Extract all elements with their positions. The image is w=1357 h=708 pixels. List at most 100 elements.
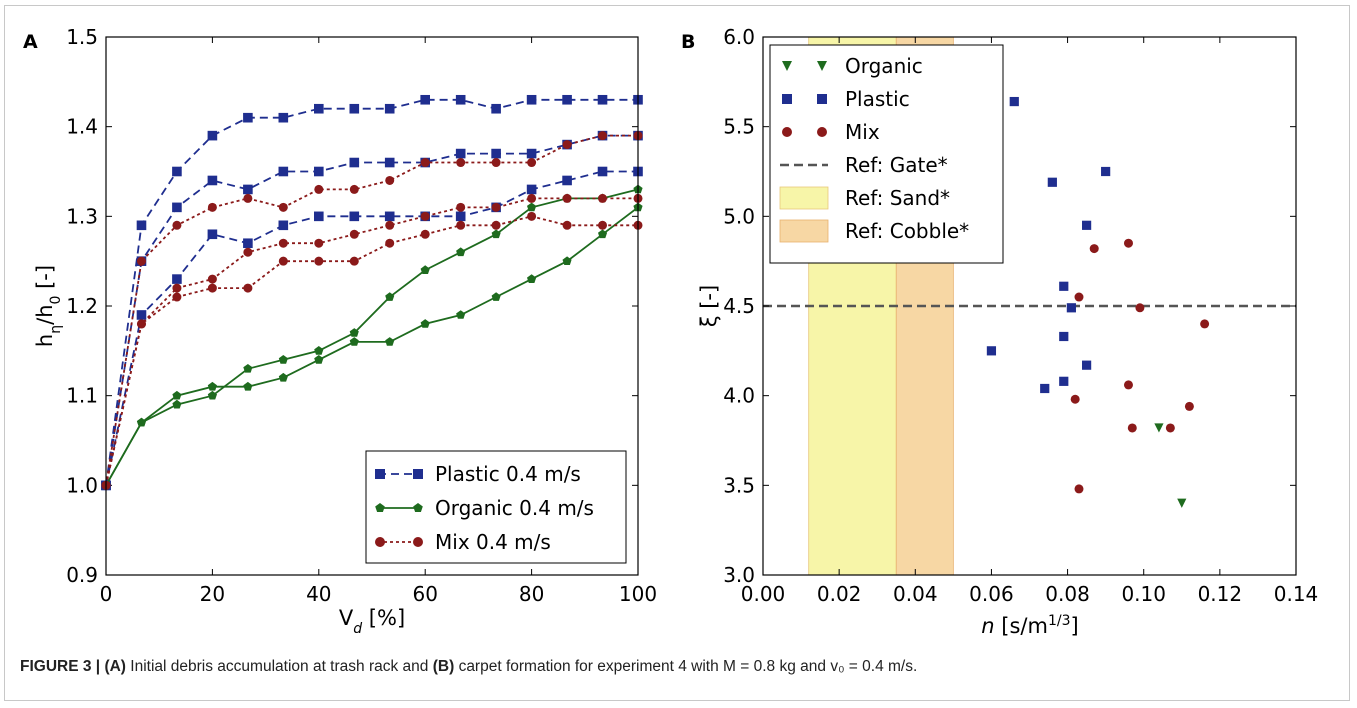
panel-a-point-plastic [207,229,218,240]
caption-part-b-label: (B) [432,658,455,675]
panel-b-point-mix [1135,303,1145,313]
panel-b-y-tick-label: 5.5 [723,115,755,139]
panel-a-point-mix [562,140,572,150]
panel-b-legend-marker [817,94,827,104]
panel-b-y-tick-label: 3.5 [723,473,755,497]
panel-a-point-mix [243,247,253,257]
panel-a-series-line-mix [105,215,638,486]
panel-a-point-organic [314,346,324,355]
panel-a-point-mix [136,256,146,266]
panel-a-point-mix [385,238,395,248]
panel-a-legend-marker [375,469,385,479]
panel-a-point-mix [598,220,608,230]
panel-a-series-line-organic [105,188,639,486]
panel-a-point-mix [172,283,182,293]
panel-a-point-mix [172,292,182,302]
panel-a-point-plastic [314,211,324,222]
panel-b-plot-frame [762,36,1297,576]
panel-a-point-mix [172,220,182,230]
panel-a-point-mix [385,220,395,230]
caption-part-b-text: carpet formation for experiment 4 with M… [458,658,918,675]
panel-a-point-mix [243,283,253,293]
panel-b-point-plastic [1066,303,1076,313]
panel-a-point-mix [491,220,501,230]
panel-a-point-organic [527,202,537,212]
panel-a-point-organic [349,337,359,346]
panel-b-legend-marker [782,61,792,71]
panel-a-point-organic [562,256,572,265]
panel-b-x-axis-label: n [s/m1/3] [981,613,1078,638]
panel-b-point-mix [1070,394,1080,404]
panel-a-point-organic [172,399,182,409]
panel-b-x-tick-label: 0.04 [893,582,938,606]
panel-a-y-tick-label: 1.2 [66,294,98,318]
panel-a-point-plastic [420,94,430,105]
panel-b-y-axis-label: ξ [-] [697,285,721,327]
panel-a-point-mix [314,238,324,248]
panel-a-legend-marker [413,503,423,512]
figure-caption: FIGURE 3 | (A) Initial debris accumulati… [20,658,917,676]
panel-b-x-tick-label: 0.06 [969,582,1014,606]
panel-a-point-organic [456,310,466,319]
panel-a-point-organic [349,328,359,337]
panel-a-point-plastic [349,157,360,168]
panel-a-point-mix [598,131,608,141]
panel-a-point-mix [207,283,217,293]
panel-a-point-plastic [597,94,608,105]
panel-a-point-plastic [207,130,218,141]
panel-a-point-mix [420,229,430,239]
panel-a-point-mix [207,202,217,212]
panel-b-legend-marker [782,127,792,137]
panel-a-point-plastic [278,112,289,123]
panel-a-point-plastic [243,238,253,249]
panel-a-point-mix [562,220,572,230]
panel-b-point-plastic [1082,220,1092,230]
panel-a-point-organic [385,292,395,301]
panel-a-point-plastic [278,220,289,231]
panel-a-point-plastic [172,166,182,177]
panel-a-point-organic [207,381,217,391]
panel-a-point-mix [491,202,501,212]
panel-b-point-plastic [1009,96,1019,107]
panel-a-point-organic [278,372,288,382]
panel-b-point-mix [1123,380,1133,390]
panel-a-point-mix [527,158,537,168]
panel-b-point-mix [1074,484,1084,494]
panel-a-x-tick-label: 40 [306,582,331,606]
panel-a-point-mix [314,184,324,194]
panel-b-x-tick-label: 0.00 [741,582,786,606]
panel-b-point-plastic [986,346,997,356]
panel-a-point-mix [136,319,146,329]
panel-a-point-mix [527,211,537,221]
panel-b-point-plastic [1059,281,1069,291]
panel-a-point-plastic [455,94,466,105]
panel-a-point-plastic [384,211,395,222]
panel-b-point-plastic [1059,331,1069,342]
panel-a-point-plastic [384,157,395,168]
panel-a-point-mix [491,158,501,168]
panel-a-y-tick-label: 1.0 [66,473,98,497]
panel-a-label: A [23,31,38,53]
panel-a-point-plastic [491,148,501,159]
caption-part-a-label: (A) [104,658,126,675]
panel-b-point-plastic [1082,360,1092,370]
panel-b-legend-label: Plastic [845,87,910,111]
panel-a-point-mix [420,211,430,221]
panel-a-point-mix [349,229,359,239]
figure-frame [4,5,1350,701]
panel-a-point-mix [278,238,288,248]
panel-a-point-plastic [172,202,182,213]
panel-a-point-plastic [314,166,324,177]
panel-a-legend-marker [375,537,385,547]
panel-b-point-mix [1127,423,1137,433]
panel-a-point-mix [562,193,572,203]
panel-b-y-tick-label: 3.0 [723,563,755,587]
panel-a-point-plastic [349,103,360,114]
panel-a-y-tick-label: 0.9 [66,563,98,587]
panel-a-point-mix [456,158,466,168]
panel-a-point-plastic [526,184,537,195]
panel-a-point-plastic [455,211,466,222]
panel-a-point-organic [527,274,537,283]
panel-a-point-plastic [278,166,289,177]
panel-a-point-plastic [243,112,253,123]
